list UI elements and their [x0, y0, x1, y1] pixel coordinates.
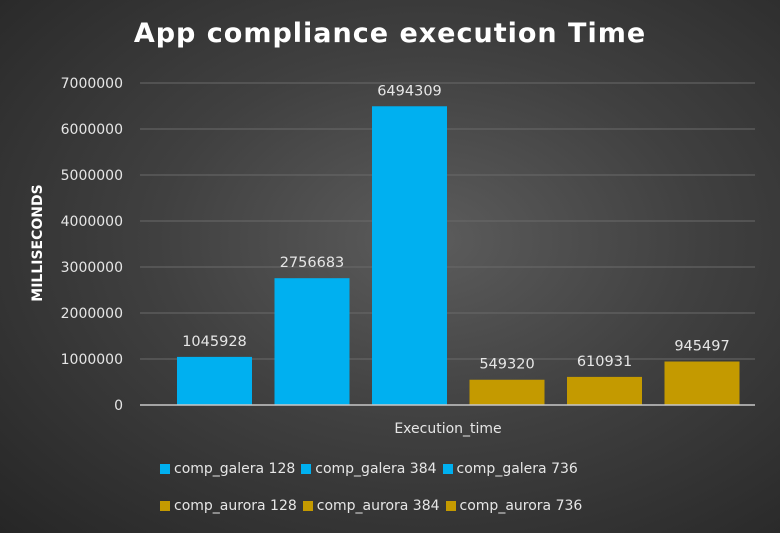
bar-comp-aurora-736 [664, 361, 740, 405]
legend-label: comp_aurora 736 [459, 498, 583, 514]
legend-label: comp_galera 736 [456, 461, 578, 477]
legend-swatch [442, 464, 453, 474]
data-label: 6494309 [377, 83, 442, 99]
bar-comp-aurora-384 [567, 376, 642, 405]
y-tick-label: 2000000 [61, 306, 123, 322]
legend-item: comp_galera 736 [442, 461, 578, 477]
y-tick-label: 1000000 [61, 352, 123, 368]
legend-swatch [160, 501, 170, 511]
legend-swatch [160, 464, 170, 474]
y-tick-label: 6000000 [61, 122, 123, 138]
y-tick-label: 0 [114, 398, 123, 414]
y-tick-label: 7000000 [61, 76, 123, 92]
bar-comp-galera-736 [372, 106, 447, 406]
data-label: 1045928 [182, 334, 247, 350]
legend-item: comp_aurora 384 [302, 498, 440, 514]
legend-label: comp_aurora 128 [174, 498, 297, 514]
data-label: 945497 [674, 339, 729, 355]
legend-label: comp_galera 128 [174, 461, 296, 477]
data-label: 2756683 [280, 255, 345, 271]
legend-label: comp_aurora 384 [316, 498, 440, 514]
legend-swatch [301, 464, 312, 474]
data-label: 549320 [479, 357, 534, 373]
legend-label: comp_galera 384 [315, 461, 437, 477]
y-tick-label: 3000000 [61, 260, 123, 276]
y-tick-label: 5000000 [61, 168, 123, 184]
legend-item: comp_galera 384 [301, 461, 437, 477]
y-tick-label: 4000000 [61, 214, 123, 230]
legend-row-2: comp_aurora 128 comp_aurora 384 comp_auror… [160, 498, 582, 514]
bar-comp-aurora-128 [469, 379, 545, 405]
legend-item: comp_aurora 736 [445, 498, 583, 514]
legend-swatch [445, 501, 456, 511]
x-axis-label: Execution_time [394, 421, 502, 437]
legend-item: comp_aurora 128 [160, 498, 297, 514]
legend-item: comp_galera 128 [160, 461, 295, 477]
data-label: 610931 [577, 354, 632, 370]
legend-row-1: comp_galera 128 comp_galera 384 comp_galer… [160, 461, 578, 477]
legend-swatch [302, 501, 313, 511]
bar-comp-galera-384 [274, 278, 350, 405]
y-axis-label: MILLISECONDS [30, 184, 46, 302]
chart-title: App compliance execution Time [133, 18, 647, 49]
bar-comp-galera-128 [177, 356, 252, 405]
